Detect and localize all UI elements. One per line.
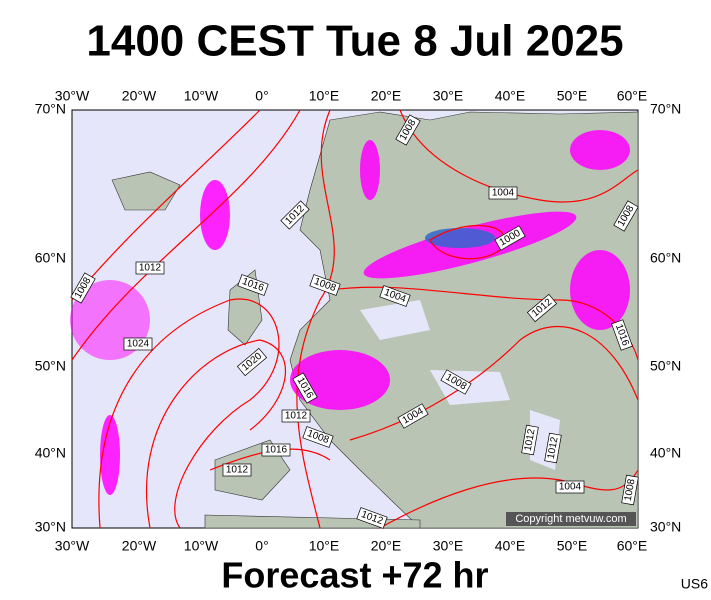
- lat-label-left: 50°N: [35, 358, 66, 374]
- lon-label-bottom: 40°E: [495, 538, 526, 554]
- lat-label-left: 60°N: [35, 250, 66, 266]
- lon-label-top: 10°W: [184, 88, 219, 104]
- lon-label-bottom: 0°: [255, 538, 268, 554]
- isobar-label-box: [379, 285, 411, 307]
- lon-label-bottom: 20°E: [371, 538, 402, 554]
- isobar: [71, 109, 261, 301]
- isobar-label: 1012: [226, 465, 249, 476]
- rain-area: [570, 130, 630, 170]
- lon-label-top: 60°E: [617, 88, 648, 104]
- lon-label-bottom: 30°E: [433, 538, 464, 554]
- rain-area: [570, 250, 630, 330]
- isobar-label-box: [397, 403, 429, 429]
- isobar-label-box: [309, 274, 341, 296]
- isobar-label: 1012: [139, 263, 162, 274]
- rain-area: [200, 180, 230, 250]
- isobar-label-box: [135, 261, 165, 275]
- lat-label-right: 70°N: [650, 101, 681, 117]
- isobar-label-box: [292, 372, 318, 404]
- isobar-label-box: [395, 114, 421, 146]
- isobar-label-box: [70, 272, 96, 304]
- lon-label-top: 10°E: [309, 88, 340, 104]
- rain-area: [360, 140, 380, 200]
- isobar-label-box: [261, 443, 291, 457]
- isobar-label: 1008: [623, 478, 638, 502]
- lon-label-top: 50°E: [557, 88, 588, 104]
- isobar-label-box: [494, 225, 526, 251]
- isobar-label: 1012: [285, 411, 308, 422]
- lon-label-bottom: 60°E: [617, 538, 648, 554]
- lon-label-top: 30°E: [433, 88, 464, 104]
- isobar-label: 1024: [127, 339, 150, 350]
- isobar: [98, 298, 280, 529]
- lat-label-left: 70°N: [35, 101, 66, 117]
- isobar-label: 1004: [492, 188, 515, 199]
- isobar: [429, 224, 506, 260]
- isobar-label-box: [621, 474, 639, 506]
- lat-label-right: 50°N: [650, 358, 681, 374]
- lat-label-left: 40°N: [35, 445, 66, 461]
- lat-label-right: 40°N: [650, 445, 681, 461]
- lon-label-top: 20°E: [371, 88, 402, 104]
- isobar-label-box: [356, 507, 388, 529]
- lat-label-right: 30°N: [650, 519, 681, 535]
- isobar-label-box: [488, 186, 518, 200]
- lon-label-bottom: 10°E: [309, 538, 340, 554]
- lon-label-bottom: 20°W: [122, 538, 157, 554]
- lat-label-left: 30°N: [35, 519, 66, 535]
- isobar-label-box: [611, 319, 633, 351]
- isobar-label-box: [555, 480, 585, 494]
- lon-label-bottom: 50°E: [557, 538, 588, 554]
- lon-label-top: 0°: [255, 88, 268, 104]
- isobar-label-box: [280, 200, 310, 230]
- isobar: [296, 109, 335, 529]
- isobar-label-box: [544, 432, 562, 464]
- lon-label-bottom: 30°W: [55, 538, 90, 554]
- isobar-label-box: [123, 337, 153, 351]
- rain-area: [425, 228, 495, 248]
- isobar-label: 1004: [559, 482, 582, 493]
- copyright: Copyright metvuw.com: [515, 513, 626, 525]
- isobar-label-box: [440, 369, 472, 395]
- footer-title: Forecast +72 hr: [221, 555, 488, 596]
- isobar-label-box: [526, 293, 558, 323]
- isobar: [399, 109, 639, 203]
- iceland: [111, 171, 181, 211]
- isobar-label-box: [236, 347, 268, 377]
- isobar: [379, 469, 639, 529]
- isobar-label-box: [237, 274, 269, 296]
- africa: [204, 514, 421, 529]
- isobar-label-box: [222, 463, 252, 477]
- lon-label-top: 30°W: [55, 88, 90, 104]
- isobar-label-box: [302, 426, 334, 448]
- isobar-label-box: [281, 409, 311, 423]
- copyright-box: [506, 512, 636, 526]
- lat-label-right: 60°N: [650, 250, 681, 266]
- rain-area: [100, 415, 120, 495]
- isobar: [145, 339, 287, 529]
- lon-label-top: 20°W: [122, 88, 157, 104]
- isobar-label: 1016: [265, 445, 288, 456]
- isobar-label-box: [521, 424, 539, 456]
- lon-label-bottom: 10°W: [184, 538, 219, 554]
- model-code: US6: [681, 576, 708, 592]
- lon-label-top: 40°E: [495, 88, 526, 104]
- isobar-label-box: [613, 200, 639, 232]
- isobar: [71, 109, 301, 361]
- isobar-label: 1012: [546, 436, 561, 460]
- title: 1400 CEST Tue 8 Jul 2025: [86, 17, 623, 66]
- isobar-label: 1012: [523, 428, 538, 452]
